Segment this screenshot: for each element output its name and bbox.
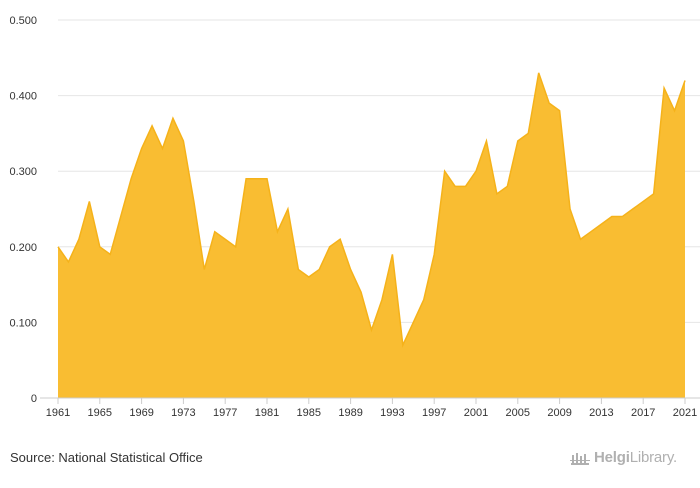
data-point[interactable]	[76, 236, 82, 242]
data-point[interactable]	[431, 251, 437, 257]
data-point[interactable]	[410, 319, 416, 325]
data-point[interactable]	[588, 229, 594, 235]
logo-text-library: Library.	[629, 449, 678, 466]
data-point[interactable]	[546, 100, 552, 106]
data-point[interactable]	[55, 244, 61, 250]
source-note: Source: National Statistical Office	[10, 450, 203, 465]
x-tick-label: 2009	[547, 407, 571, 419]
data-point[interactable]	[254, 176, 260, 182]
x-tick-label: 1997	[422, 407, 446, 419]
data-point[interactable]	[525, 130, 531, 136]
data-point[interactable]	[463, 183, 469, 189]
data-point[interactable]	[316, 266, 322, 272]
data-point[interactable]	[86, 198, 92, 204]
data-point[interactable]	[118, 214, 124, 220]
data-point[interactable]	[557, 108, 563, 114]
y-tick-label: 0.100	[9, 317, 37, 329]
data-point[interactable]	[149, 123, 155, 129]
x-tick-label: 1977	[213, 407, 237, 419]
data-point[interactable]	[578, 236, 584, 242]
data-point[interactable]	[515, 138, 521, 144]
data-point[interactable]	[337, 236, 343, 242]
y-tick-label: 0.200	[9, 242, 37, 254]
x-tick-label: 1961	[46, 407, 70, 419]
data-point[interactable]	[442, 168, 448, 174]
data-point[interactable]	[358, 289, 364, 295]
x-tick-label: 2021	[673, 407, 697, 419]
x-tick-label: 1969	[129, 407, 153, 419]
data-point[interactable]	[107, 251, 113, 257]
x-tick-label: 2013	[589, 407, 613, 419]
x-tick-label: 1993	[380, 407, 404, 419]
data-point[interactable]	[285, 206, 291, 212]
y-tick-label: 0.500	[9, 15, 37, 27]
data-point[interactable]	[348, 266, 354, 272]
data-point[interactable]	[598, 221, 604, 227]
data-point[interactable]	[222, 236, 228, 242]
data-point[interactable]	[170, 115, 176, 121]
data-point[interactable]	[139, 146, 145, 152]
data-point[interactable]	[640, 198, 646, 204]
x-tick-label: 1973	[171, 407, 195, 419]
data-point[interactable]	[473, 168, 479, 174]
data-point[interactable]	[295, 266, 301, 272]
data-point[interactable]	[494, 191, 500, 197]
x-tick-label: 1965	[88, 407, 112, 419]
data-point[interactable]	[243, 176, 249, 182]
data-point[interactable]	[452, 183, 458, 189]
data-point[interactable]	[306, 274, 312, 280]
data-point[interactable]	[327, 244, 333, 250]
data-point[interactable]	[661, 85, 667, 91]
x-tick-label: 2017	[631, 407, 655, 419]
helgi-library-logo[interactable]: HelgiLibrary.	[570, 449, 677, 466]
data-point[interactable]	[379, 297, 385, 303]
logo-text-helgi: Helgi	[594, 449, 630, 466]
data-point[interactable]	[567, 206, 573, 212]
x-tick-label: 2005	[506, 407, 530, 419]
area-line	[57, 72, 686, 348]
data-point[interactable]	[504, 183, 510, 189]
data-point[interactable]	[128, 176, 134, 182]
data-point[interactable]	[483, 138, 489, 144]
data-point[interactable]	[201, 266, 207, 272]
library-building-icon	[570, 452, 590, 465]
data-point[interactable]	[619, 214, 625, 220]
data-point[interactable]	[400, 342, 406, 348]
x-tick-label: 2001	[464, 407, 488, 419]
y-tick-label: 0.300	[9, 166, 37, 178]
axes: 0 0.100 0.200 0.300 0.400 0.500 1961 1965 1969 19…	[9, 15, 700, 419]
y-tick-label: 0	[31, 393, 37, 405]
data-point[interactable]	[191, 198, 197, 204]
y-tick-label: 0.400	[9, 91, 37, 103]
data-area	[55, 70, 688, 399]
data-point[interactable]	[536, 70, 542, 76]
data-point[interactable]	[609, 214, 615, 220]
data-point[interactable]	[233, 244, 239, 250]
data-point[interactable]	[369, 327, 375, 333]
x-tick-label: 1985	[297, 407, 321, 419]
data-point[interactable]	[264, 176, 270, 182]
data-point[interactable]	[160, 146, 166, 152]
data-point[interactable]	[97, 244, 103, 250]
area-fill	[58, 72, 685, 399]
data-point[interactable]	[65, 259, 71, 265]
data-point[interactable]	[672, 108, 678, 114]
data-point[interactable]	[651, 191, 657, 197]
x-tick-label: 1981	[255, 407, 279, 419]
data-point[interactable]	[212, 229, 218, 235]
data-point[interactable]	[389, 251, 395, 257]
data-point[interactable]	[274, 229, 280, 235]
data-point[interactable]	[180, 138, 186, 144]
data-point[interactable]	[421, 297, 427, 303]
x-tick-label: 1989	[338, 407, 362, 419]
data-point[interactable]	[630, 206, 636, 212]
data-point[interactable]	[682, 77, 688, 83]
